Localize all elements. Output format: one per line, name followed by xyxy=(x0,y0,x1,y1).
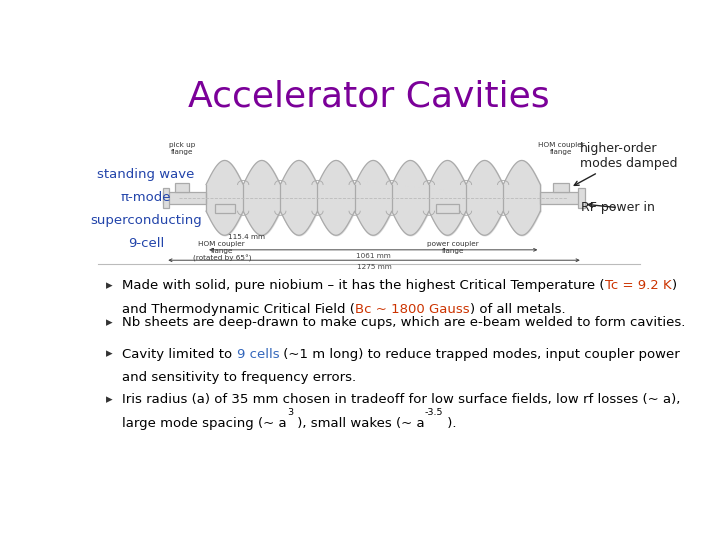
Bar xyxy=(552,183,570,192)
Text: large mode spacing (~ a: large mode spacing (~ a xyxy=(122,417,287,430)
Text: -3.5: -3.5 xyxy=(425,408,444,417)
Text: 3: 3 xyxy=(287,408,293,417)
Text: ▸: ▸ xyxy=(106,348,112,361)
Text: HOM coupler
flange
(rotated by 65°): HOM coupler flange (rotated by 65°) xyxy=(192,241,251,262)
Text: ): ) xyxy=(672,279,677,292)
Text: 1061 mm: 1061 mm xyxy=(356,253,390,259)
Text: 1275 mm: 1275 mm xyxy=(356,264,392,269)
Bar xyxy=(163,192,206,204)
Text: higher-order
modes damped: higher-order modes damped xyxy=(575,141,678,185)
Text: Nb sheets are deep-drawn to make cups, which are e-beam welded to form cavities.: Nb sheets are deep-drawn to make cups, w… xyxy=(122,316,685,329)
Text: pick up
flange: pick up flange xyxy=(169,142,195,155)
Text: ), small wakes (~ a: ), small wakes (~ a xyxy=(293,417,425,430)
Text: Cavity limited to: Cavity limited to xyxy=(122,348,237,361)
Text: π-mode: π-mode xyxy=(120,191,171,204)
Bar xyxy=(215,204,235,213)
Text: ) of all metals.: ) of all metals. xyxy=(470,302,565,316)
Text: HOM coupler
flange: HOM coupler flange xyxy=(538,142,585,155)
Bar xyxy=(436,204,459,213)
Text: ).: ). xyxy=(444,417,456,430)
Bar xyxy=(540,192,584,204)
Text: power coupler
flange: power coupler flange xyxy=(427,241,479,254)
Bar xyxy=(176,183,189,192)
Text: ▸: ▸ xyxy=(106,279,112,292)
Text: 115.4 mm: 115.4 mm xyxy=(228,234,266,240)
Bar xyxy=(163,188,169,208)
Text: Accelerator Cavities: Accelerator Cavities xyxy=(188,79,550,113)
Text: (~1 m long) to reduce trapped modes, input coupler power: (~1 m long) to reduce trapped modes, inp… xyxy=(279,348,680,361)
Text: and Thermodynamic Critical Field (: and Thermodynamic Critical Field ( xyxy=(122,302,355,316)
Text: standing wave: standing wave xyxy=(97,168,194,181)
Text: superconducting: superconducting xyxy=(90,214,202,227)
Bar xyxy=(578,188,585,208)
Text: Made with solid, pure niobium – it has the highest Critical Temperature (: Made with solid, pure niobium – it has t… xyxy=(122,279,605,292)
Text: Bc ~ 1800 Gauss: Bc ~ 1800 Gauss xyxy=(355,302,470,316)
Text: Tc = 9.2 K: Tc = 9.2 K xyxy=(605,279,672,292)
Text: Iris radius (a) of 35 mm chosen in tradeoff for low surface fields, low rf losse: Iris radius (a) of 35 mm chosen in trade… xyxy=(122,393,680,406)
Text: ▸: ▸ xyxy=(106,393,112,406)
Text: ▸: ▸ xyxy=(106,316,112,329)
Text: and sensitivity to frequency errors.: and sensitivity to frequency errors. xyxy=(122,371,356,384)
Text: 9-cell: 9-cell xyxy=(127,237,164,250)
Text: RF power in: RF power in xyxy=(581,201,655,214)
Text: 9 cells: 9 cells xyxy=(237,348,279,361)
